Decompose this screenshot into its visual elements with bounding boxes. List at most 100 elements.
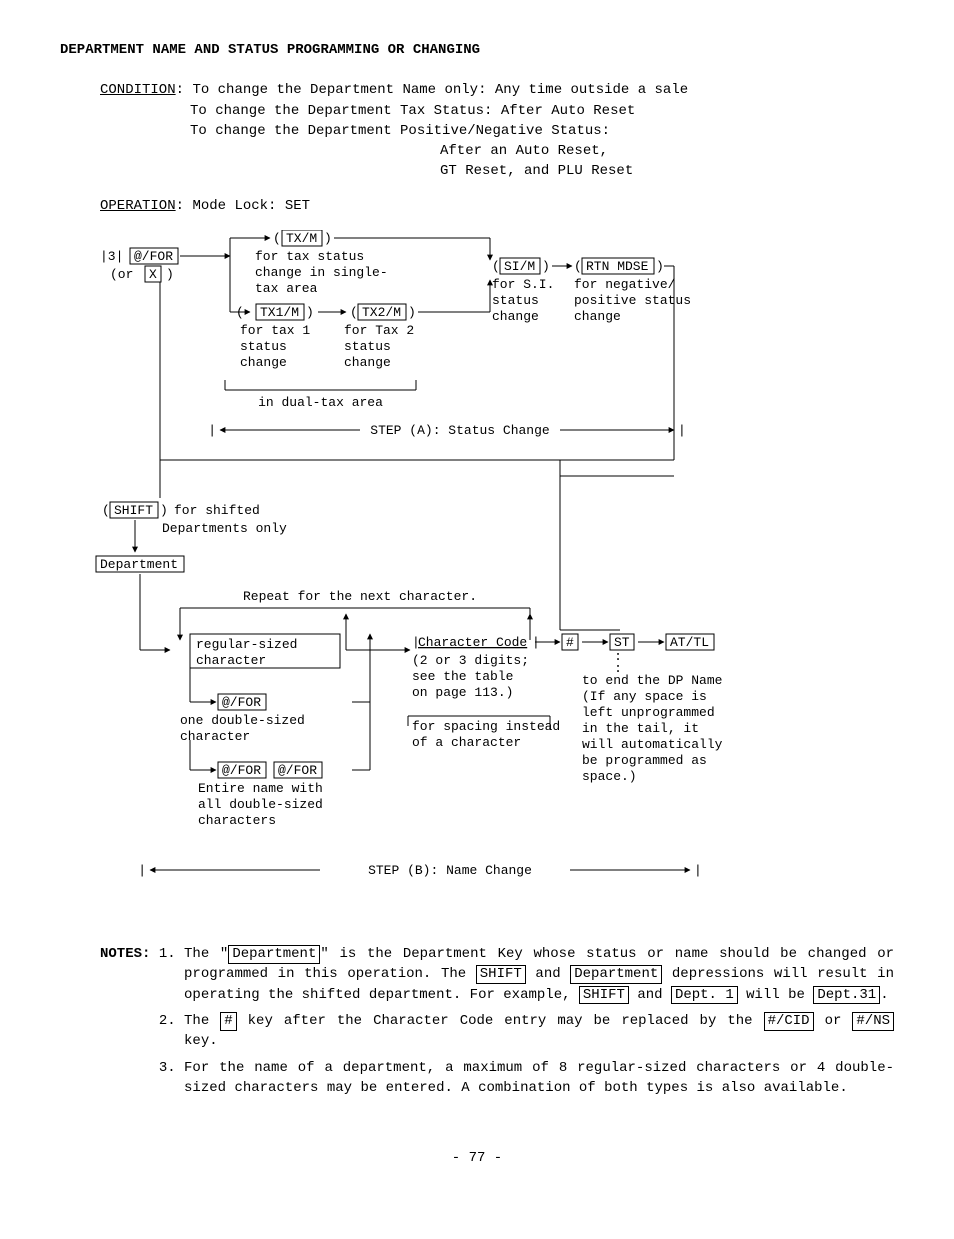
svg-text:Entire name with: Entire name with xyxy=(198,781,323,796)
svg-text:ST: ST xyxy=(614,635,630,650)
key-box: #/NS xyxy=(852,1012,894,1031)
svg-text:of a character: of a character xyxy=(412,735,521,750)
condition-line-4: GT Reset, and PLU Reset xyxy=(440,163,633,179)
svg-text:in the tail, it: in the tail, it xyxy=(582,721,699,736)
notes-num: 3. xyxy=(159,1058,184,1099)
notes-num: 1. xyxy=(159,944,184,1005)
notes-label: NOTES: xyxy=(100,944,159,1005)
condition-block: CONDITION: To change the Department Name… xyxy=(100,80,894,181)
svg-text:Departments only: Departments only xyxy=(162,521,287,536)
notes-row: 3. For the name of a department, a maxim… xyxy=(100,1058,894,1099)
svg-text:X: X xyxy=(149,267,157,282)
svg-text:SI/M: SI/M xyxy=(504,259,535,274)
svg-text:status: status xyxy=(240,339,287,354)
notes-num: 2. xyxy=(159,1011,184,1052)
key-box: SHIFT xyxy=(579,986,629,1005)
notes-body: The "Department" is the Department Key w… xyxy=(184,944,894,1005)
svg-text:): ) xyxy=(160,503,168,518)
condition-line-3: After an Auto Reset, xyxy=(440,143,608,159)
condition-line-0: To change the Department Name only: Any … xyxy=(192,82,688,98)
operation-text: Mode Lock: SET xyxy=(192,198,310,214)
svg-text:for S.I.: for S.I. xyxy=(492,277,554,292)
svg-text:on page 113.): on page 113.) xyxy=(412,685,513,700)
svg-text:SHIFT: SHIFT xyxy=(114,503,153,518)
svg-text:tax area: tax area xyxy=(255,281,318,296)
notes-block: NOTES: 1. The "Department" is the Depart… xyxy=(100,944,894,1098)
svg-text:STEP (A): Status Change: STEP (A): Status Change xyxy=(370,423,549,438)
svg-text:|: | xyxy=(138,863,146,878)
notes-row: 2. The # key after the Character Code en… xyxy=(100,1011,894,1052)
svg-text:status: status xyxy=(344,339,391,354)
svg-text:TX2/M: TX2/M xyxy=(362,305,401,320)
svg-text:(or: (or xyxy=(110,267,133,282)
svg-text:one double-sized: one double-sized xyxy=(180,713,305,728)
svg-text:(: ( xyxy=(102,503,110,518)
svg-text:in dual-tax area: in dual-tax area xyxy=(258,395,383,410)
svg-text:@/FOR: @/FOR xyxy=(134,249,173,264)
svg-text:@/FOR: @/FOR xyxy=(222,763,261,778)
svg-text:@/FOR: @/FOR xyxy=(222,695,261,710)
svg-text:): ) xyxy=(542,259,550,274)
svg-text:to end the DP Name: to end the DP Name xyxy=(582,673,722,688)
page-title: DEPARTMENT NAME AND STATUS PROGRAMMING O… xyxy=(60,40,894,60)
svg-text:): ) xyxy=(306,305,314,320)
svg-text:will automatically: will automatically xyxy=(582,737,723,752)
svg-text:for shifted: for shifted xyxy=(174,503,260,518)
svg-text:|: | xyxy=(694,863,702,878)
svg-text:TX/M: TX/M xyxy=(286,231,317,246)
svg-text:positive status: positive status xyxy=(574,293,691,308)
svg-text:for Tax 2: for Tax 2 xyxy=(344,323,414,338)
svg-text:|: | xyxy=(678,423,686,438)
svg-text:character: character xyxy=(180,729,250,744)
notes-row: NOTES: 1. The "Department" is the Depart… xyxy=(100,944,894,1005)
flow-diagram: |3|@/FOR(orX)(TX/M)for tax statuschange … xyxy=(60,230,800,920)
svg-text:(: ( xyxy=(273,231,281,246)
svg-text:for tax 1: for tax 1 xyxy=(240,323,310,338)
key-box: Department xyxy=(228,945,320,964)
svg-text:change: change xyxy=(344,355,391,370)
svg-text:(: ( xyxy=(574,259,582,274)
operation-label: OPERATION xyxy=(100,198,176,214)
svg-text:@/FOR: @/FOR xyxy=(278,763,317,778)
svg-text:change: change xyxy=(574,309,621,324)
svg-text:): ) xyxy=(324,231,332,246)
svg-text:(: ( xyxy=(350,305,358,320)
svg-text:for negative/: for negative/ xyxy=(574,277,676,292)
svg-text:status: status xyxy=(492,293,539,308)
svg-text:change in single-: change in single- xyxy=(255,265,388,280)
svg-text:Department: Department xyxy=(100,557,178,572)
svg-text:space.): space.) xyxy=(582,769,637,784)
svg-text:Character Code: Character Code xyxy=(418,635,527,650)
svg-text:(: ( xyxy=(236,305,244,320)
svg-text:change: change xyxy=(240,355,287,370)
svg-text:be programmed as: be programmed as xyxy=(582,753,707,768)
key-box: Dept. 1 xyxy=(671,986,738,1005)
svg-text:all double-sized: all double-sized xyxy=(198,797,323,812)
svg-text:RTN MDSE: RTN MDSE xyxy=(586,259,649,274)
operation-block: OPERATION: Mode Lock: SET xyxy=(100,196,894,216)
svg-text:Repeat for the next character.: Repeat for the next character. xyxy=(243,589,477,604)
svg-text:(If any space is: (If any space is xyxy=(582,689,707,704)
svg-text:): ) xyxy=(656,259,664,274)
svg-text:STEP (B): Name Change: STEP (B): Name Change xyxy=(368,863,532,878)
svg-text:left unprogrammed: left unprogrammed xyxy=(582,705,715,720)
key-box: Dept.31 xyxy=(813,986,880,1005)
svg-text:TX1/M: TX1/M xyxy=(260,305,299,320)
condition-line-1: To change the Department Tax Status: Aft… xyxy=(190,103,635,119)
svg-text:for spacing instead: for spacing instead xyxy=(412,719,560,734)
svg-text:): ) xyxy=(166,267,174,282)
svg-text:characters: characters xyxy=(198,813,276,828)
svg-text:#: # xyxy=(566,635,574,650)
svg-text:(: ( xyxy=(492,259,500,274)
key-box: Department xyxy=(570,965,662,984)
svg-text:AT/TL: AT/TL xyxy=(670,635,709,650)
svg-text:|3|: |3| xyxy=(100,249,123,264)
svg-text:regular-sized: regular-sized xyxy=(196,637,297,652)
key-box: SHIFT xyxy=(476,965,526,984)
svg-text:(2 or 3 digits;: (2 or 3 digits; xyxy=(412,653,529,668)
page-number: - 77 - xyxy=(60,1148,894,1168)
notes-body: For the name of a department, a maximum … xyxy=(184,1058,894,1099)
key-box: # xyxy=(220,1012,236,1031)
svg-text:for tax status: for tax status xyxy=(255,249,364,264)
svg-text:): ) xyxy=(408,305,416,320)
